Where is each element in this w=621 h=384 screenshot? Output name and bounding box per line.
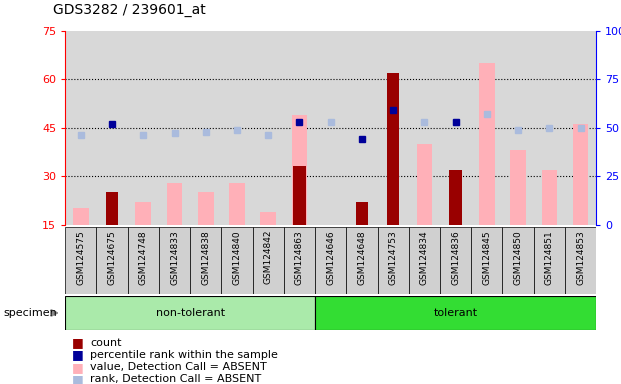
Bar: [315, 296, 596, 330]
Bar: [378, 227, 409, 294]
Text: specimen: specimen: [3, 308, 57, 318]
Bar: [440, 227, 471, 294]
Text: GSM124834: GSM124834: [420, 230, 429, 285]
Bar: [450, 170, 462, 225]
Text: ■: ■: [71, 348, 83, 361]
Bar: [502, 227, 533, 294]
Text: GSM124753: GSM124753: [389, 230, 397, 285]
Text: GDS3282 / 239601_at: GDS3282 / 239601_at: [53, 3, 206, 17]
Bar: [533, 227, 565, 294]
Bar: [417, 144, 432, 225]
Text: ■: ■: [71, 336, 83, 349]
Bar: [159, 227, 190, 294]
Bar: [135, 202, 151, 225]
Bar: [510, 150, 526, 225]
Bar: [166, 183, 183, 225]
Text: GSM124845: GSM124845: [483, 230, 491, 285]
Bar: [253, 227, 284, 294]
Bar: [106, 192, 118, 225]
Text: ■: ■: [71, 361, 83, 374]
Bar: [73, 209, 89, 225]
Bar: [293, 167, 306, 225]
Bar: [65, 296, 315, 330]
Text: percentile rank within the sample: percentile rank within the sample: [90, 350, 278, 360]
Bar: [128, 227, 159, 294]
Bar: [315, 227, 347, 294]
Text: GSM124648: GSM124648: [358, 230, 366, 285]
Bar: [65, 227, 96, 294]
Bar: [471, 227, 502, 294]
Text: GSM124850: GSM124850: [514, 230, 523, 285]
Text: GSM124833: GSM124833: [170, 230, 179, 285]
Text: GSM124838: GSM124838: [201, 230, 211, 285]
Bar: [292, 115, 307, 225]
Bar: [356, 202, 368, 225]
Text: GSM124842: GSM124842: [264, 230, 273, 285]
Text: value, Detection Call = ABSENT: value, Detection Call = ABSENT: [90, 362, 267, 372]
Text: non-tolerant: non-tolerant: [156, 308, 225, 318]
Bar: [190, 227, 221, 294]
Bar: [387, 73, 399, 225]
Bar: [96, 227, 128, 294]
Text: GSM124748: GSM124748: [138, 230, 148, 285]
Bar: [260, 212, 276, 225]
Bar: [409, 227, 440, 294]
Text: GSM124863: GSM124863: [295, 230, 304, 285]
Bar: [229, 183, 245, 225]
Text: GSM124675: GSM124675: [107, 230, 117, 285]
Text: GSM124840: GSM124840: [232, 230, 242, 285]
Bar: [284, 227, 315, 294]
Text: ■: ■: [71, 373, 83, 384]
Bar: [198, 192, 214, 225]
Text: GSM124836: GSM124836: [451, 230, 460, 285]
Bar: [221, 227, 253, 294]
Text: GSM124646: GSM124646: [326, 230, 335, 285]
Text: rank, Detection Call = ABSENT: rank, Detection Call = ABSENT: [90, 374, 261, 384]
Text: GSM124853: GSM124853: [576, 230, 585, 285]
Bar: [479, 63, 495, 225]
Text: tolerant: tolerant: [433, 308, 478, 318]
Text: GSM124575: GSM124575: [76, 230, 85, 285]
Bar: [565, 227, 596, 294]
Text: count: count: [90, 338, 122, 348]
Bar: [573, 124, 588, 225]
Text: GSM124851: GSM124851: [545, 230, 554, 285]
Bar: [542, 170, 557, 225]
Bar: [347, 227, 378, 294]
